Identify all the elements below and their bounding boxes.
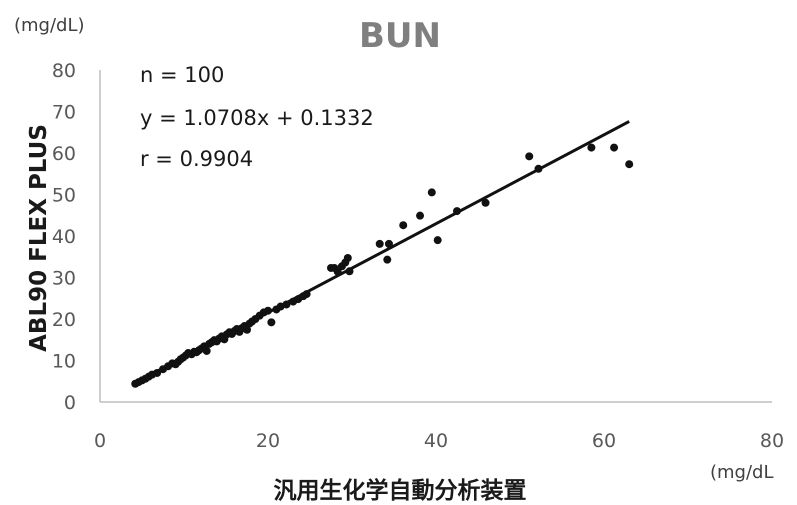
- data-point: [481, 198, 490, 207]
- data-point: [587, 143, 596, 152]
- annotation-n: n = 100: [140, 63, 224, 87]
- data-point: [610, 143, 619, 152]
- data-point: [416, 211, 425, 220]
- y-axis-title: ABL90 FLEX PLUS: [26, 124, 52, 352]
- y-tick-label: 60: [52, 143, 76, 165]
- annotation-r: r = 0.9904: [140, 147, 253, 171]
- data-point: [383, 255, 392, 264]
- y-tick-label: 20: [52, 309, 76, 331]
- x-tick-label: 80: [760, 430, 784, 452]
- y-tick-label: 40: [52, 226, 76, 248]
- data-point: [333, 267, 342, 276]
- data-point: [384, 239, 393, 248]
- y-tick-label: 30: [52, 268, 76, 290]
- data-point: [202, 346, 211, 355]
- data-point: [453, 207, 461, 216]
- y-tick-label: 80: [52, 60, 76, 82]
- annotation-equation: y = 1.0708x + 0.1332: [140, 106, 374, 130]
- chart-title: BUN: [359, 16, 441, 56]
- data-point: [302, 290, 311, 299]
- data-point: [153, 368, 162, 377]
- y-tick-label: 0: [64, 392, 76, 414]
- data-point: [264, 306, 272, 315]
- x-unit-label: (mg/dL: [710, 462, 774, 483]
- data-point: [399, 221, 408, 230]
- x-tick-label: 20: [256, 430, 280, 452]
- x-tick-label: 0: [94, 430, 106, 452]
- data-point: [525, 152, 534, 161]
- x-tick-label: 60: [592, 430, 616, 452]
- y-tick-label: 70: [52, 102, 76, 124]
- data-point: [345, 267, 354, 276]
- y-unit-label: (mg/dL): [14, 15, 85, 36]
- data-point: [343, 253, 352, 262]
- data-points: [131, 143, 634, 388]
- data-point: [267, 318, 276, 327]
- y-tick-label: 50: [52, 185, 76, 207]
- x-tick-label: 40: [424, 430, 448, 452]
- data-point: [282, 300, 291, 309]
- data-point: [375, 239, 384, 248]
- data-point: [534, 164, 543, 173]
- y-tick-labels: 0 10 20 30 40 50 60 70 80: [52, 60, 76, 414]
- data-point: [625, 160, 634, 169]
- data-point: [433, 236, 442, 245]
- x-tick-labels: 0 20 40 60 80: [94, 430, 784, 452]
- data-point: [427, 188, 436, 197]
- data-point: [243, 325, 251, 334]
- y-tick-label: 10: [52, 351, 76, 373]
- x-axis-title: 汎用生化学自動分析装置: [274, 477, 527, 504]
